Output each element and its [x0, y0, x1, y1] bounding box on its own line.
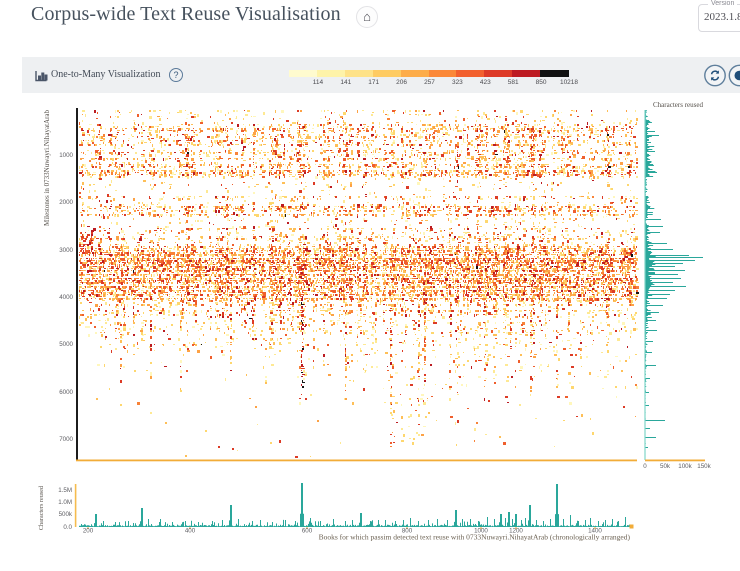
svg-text:500k: 500k	[59, 511, 73, 518]
svg-text:1000: 1000	[59, 152, 73, 159]
svg-text:150k: 150k	[697, 463, 711, 470]
svg-text:3000: 3000	[59, 247, 73, 254]
svg-text:2000: 2000	[59, 199, 73, 206]
svg-text:600: 600	[302, 528, 313, 535]
svg-text:400: 400	[185, 528, 196, 535]
svg-text:Milestones in 0733Nuwayri.Niha: Milestones in 0733Nuwayri.NihayatArab	[43, 109, 51, 226]
svg-text:0.0: 0.0	[63, 524, 72, 531]
svg-text:6000: 6000	[59, 389, 73, 396]
svg-text:200: 200	[83, 528, 94, 535]
svg-text:7000: 7000	[59, 436, 73, 443]
svg-text:1.0M: 1.0M	[58, 499, 72, 506]
svg-text:800: 800	[402, 528, 413, 535]
svg-text:0: 0	[643, 463, 647, 470]
svg-text:Characters reused: Characters reused	[38, 485, 45, 530]
svg-text:1400: 1400	[588, 528, 602, 535]
svg-text:1200: 1200	[509, 528, 523, 535]
svg-text:Characters reused: Characters reused	[653, 101, 703, 109]
svg-text:1000: 1000	[474, 528, 488, 535]
svg-text:1.5M: 1.5M	[58, 487, 72, 494]
svg-text:100k: 100k	[678, 463, 692, 470]
svg-text:5000: 5000	[59, 341, 73, 348]
svg-text:Books for which passim detecte: Books for which passim detected text reu…	[319, 533, 631, 542]
svg-text:4000: 4000	[59, 294, 73, 301]
svg-text:50k: 50k	[660, 463, 671, 470]
